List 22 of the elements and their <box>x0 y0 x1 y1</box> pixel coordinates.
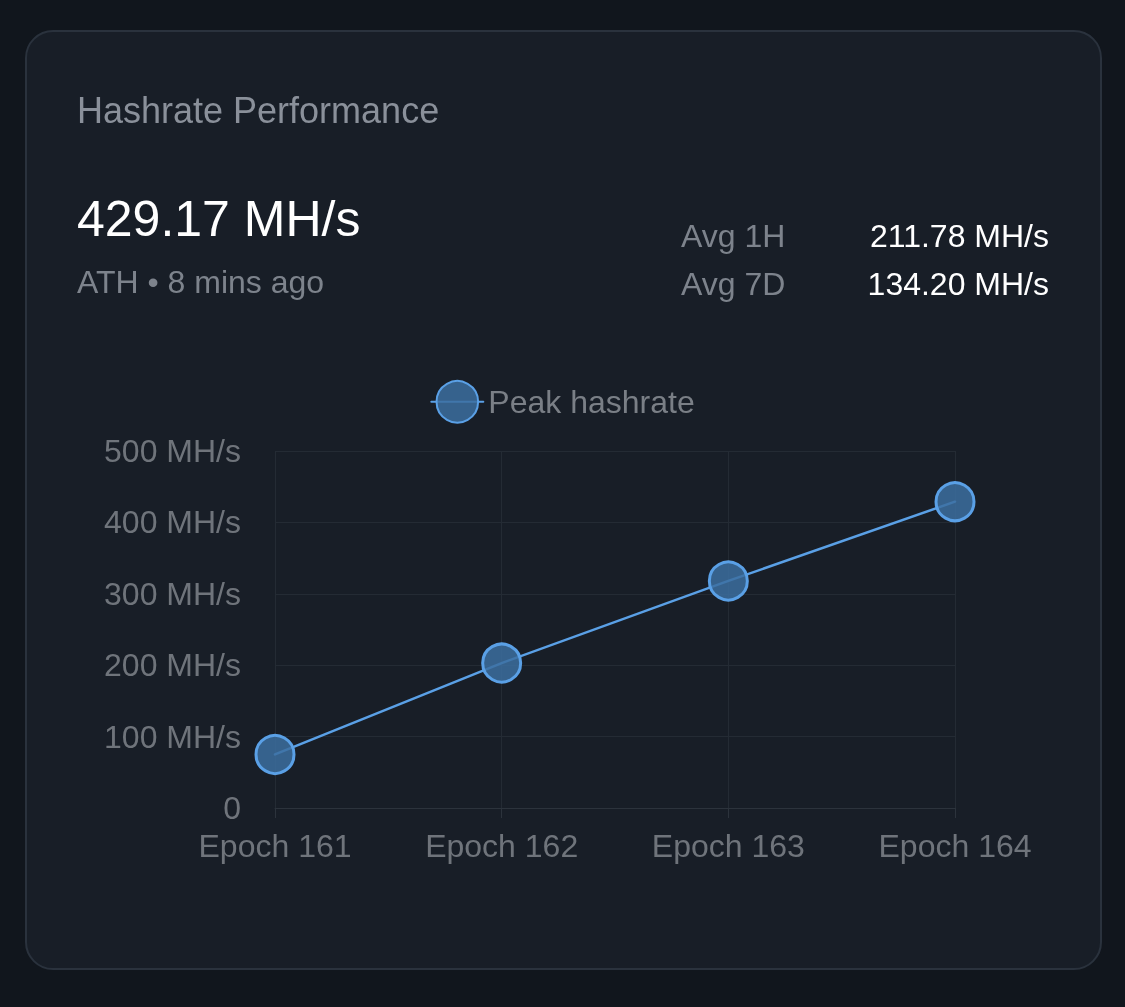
text: 134.20 MH/s <box>867 266 1049 303</box>
text: 429.17 MH/s <box>77 190 361 248</box>
text: ATH • 8 mins ago <box>77 264 325 301</box>
y-tick-label: 200 MH/s <box>104 647 241 684</box>
x-tick-label: Epoch 162 <box>425 828 579 864</box>
point <box>481 642 523 684</box>
x-tick-label: Epoch 161 <box>198 828 352 864</box>
legend-label: Peak hashrate <box>488 383 695 420</box>
x-tick-label: Epoch 164 <box>878 828 1032 864</box>
text: Avg 7D <box>681 266 786 303</box>
chart-title: Hashrate Performance <box>77 90 440 132</box>
point <box>934 481 976 523</box>
text: 211.78 MH/s <box>869 218 1049 255</box>
point <box>707 560 749 602</box>
x-tick-label: Epoch 163 <box>651 828 805 864</box>
text: Avg 1H <box>681 218 786 255</box>
y-tick-label: 400 MH/s <box>104 504 241 541</box>
point <box>254 733 296 775</box>
y-tick-label: 300 MH/s <box>104 575 241 612</box>
y-tick-label: 100 MH/s <box>104 718 241 755</box>
y-tick-label: 500 MH/s <box>104 433 241 469</box>
y-tick-label: 0 <box>223 790 241 826</box>
